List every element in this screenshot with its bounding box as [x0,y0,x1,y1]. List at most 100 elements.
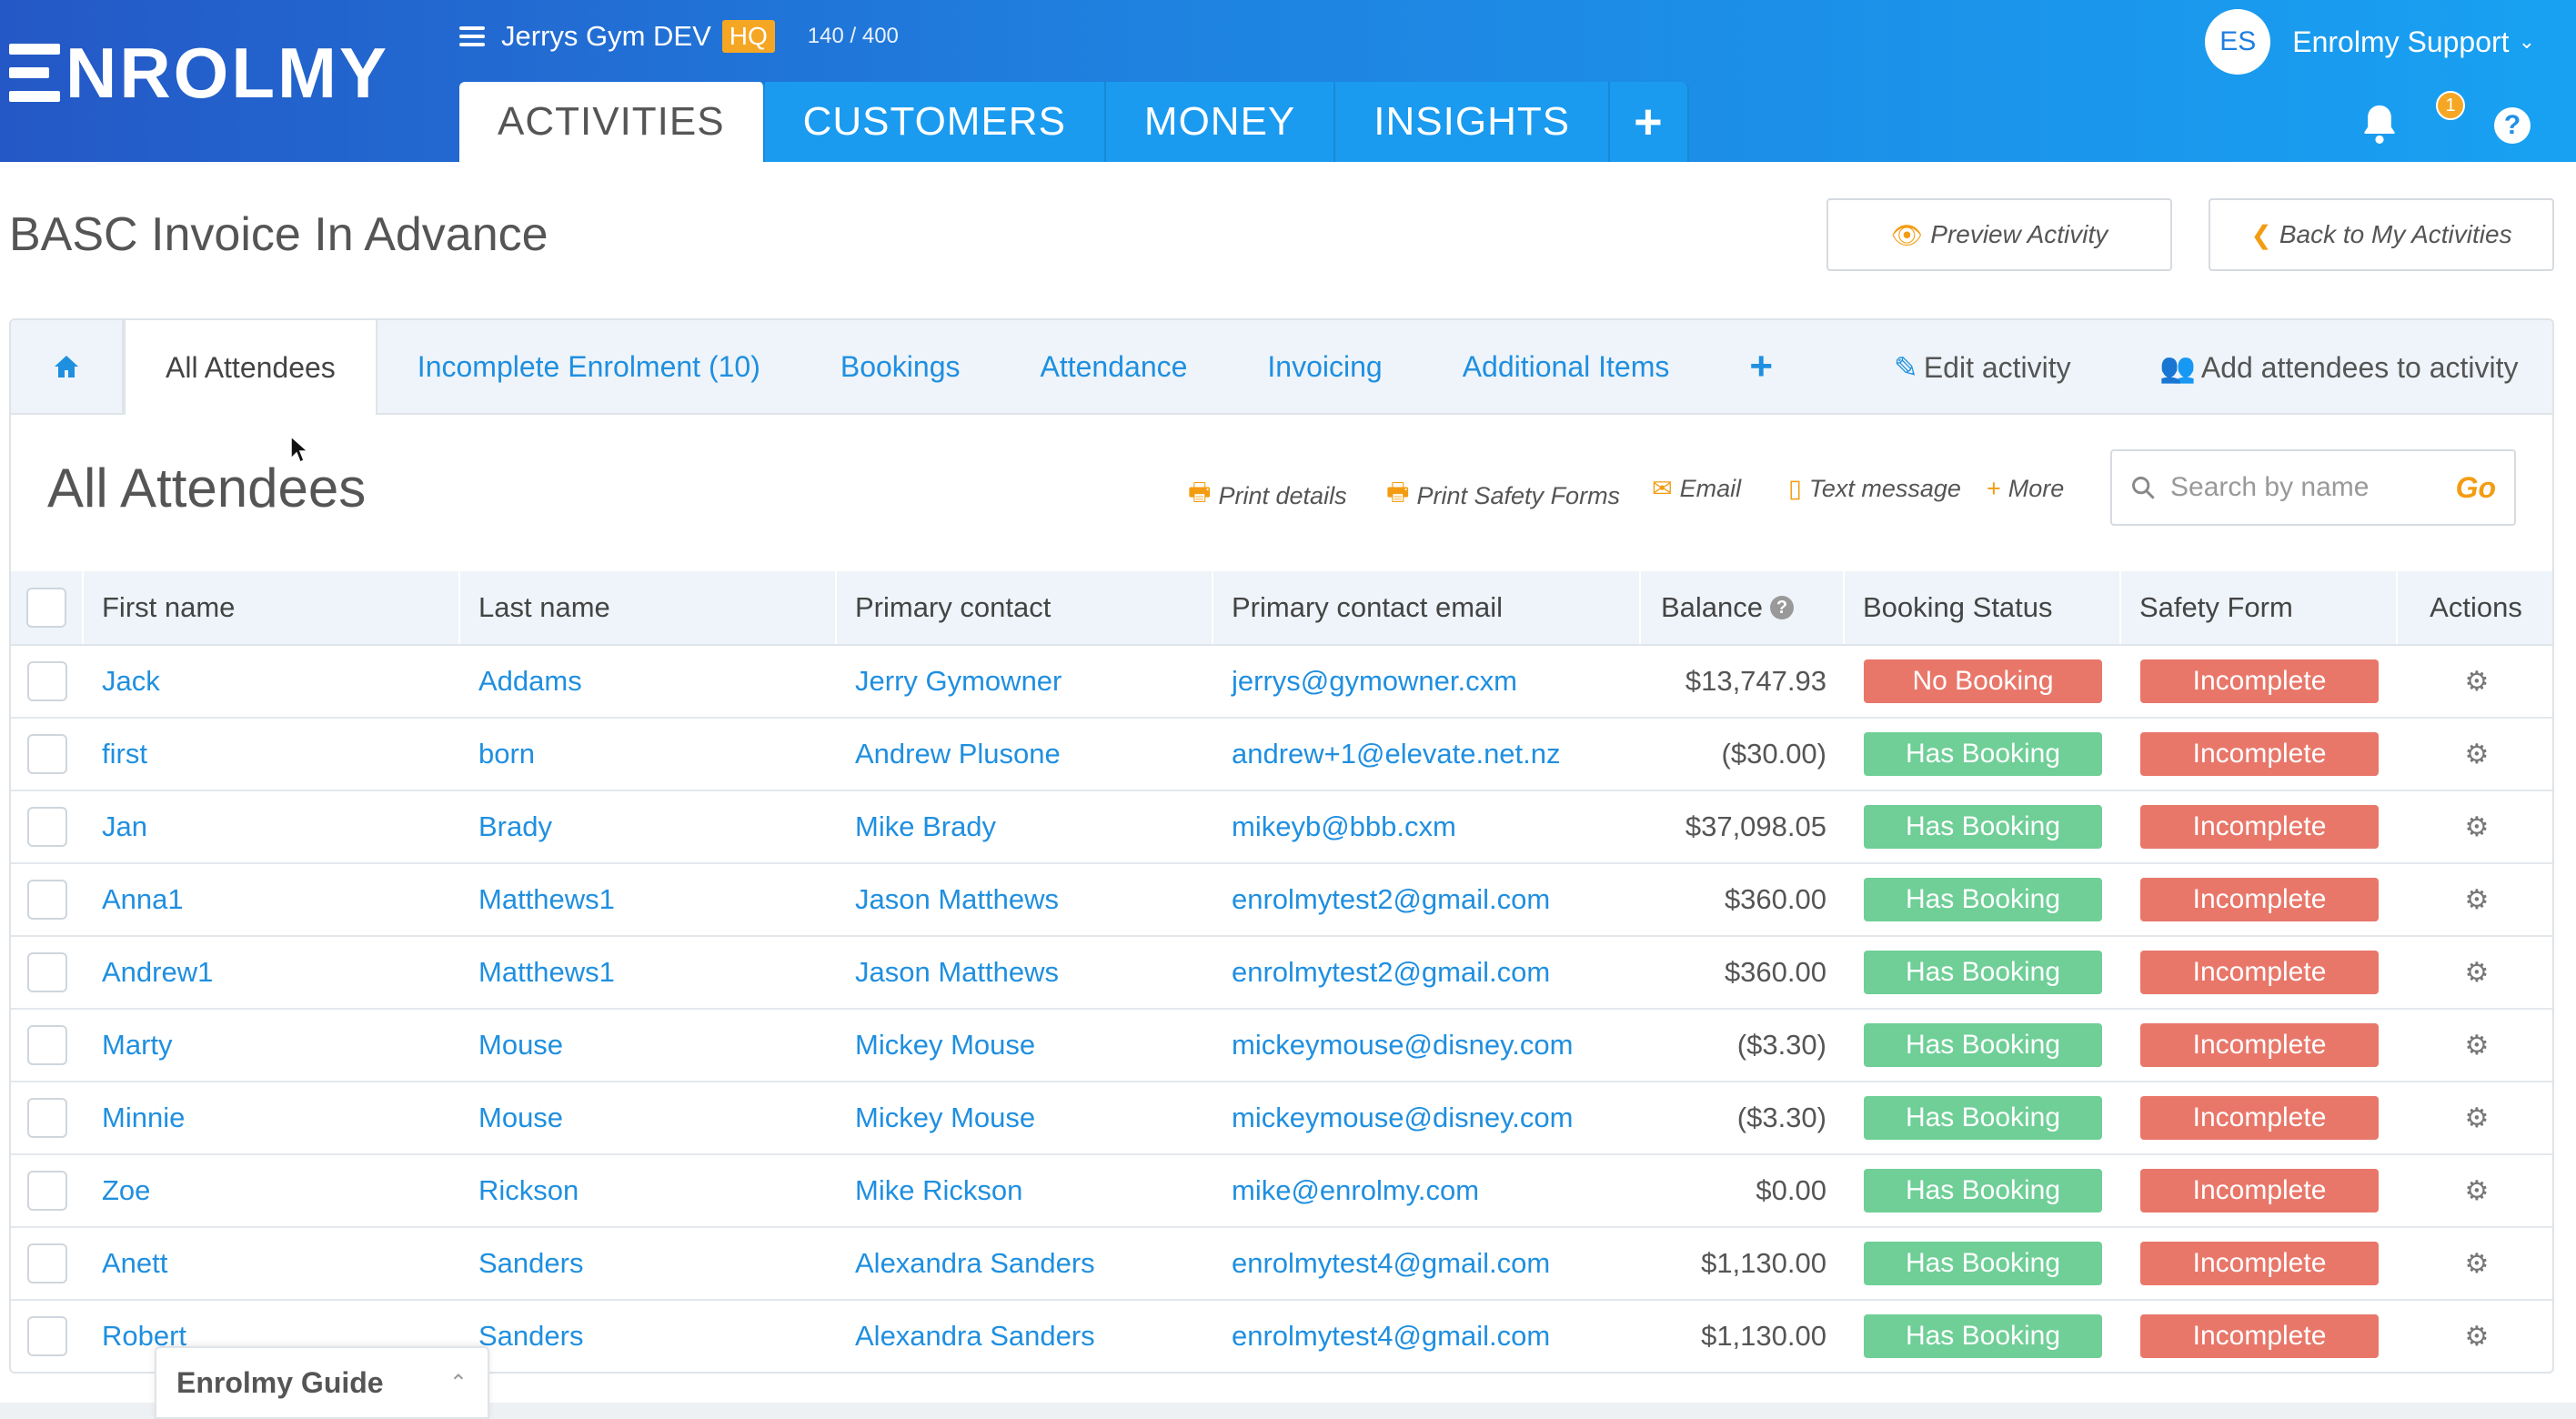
primary-contact-email-link[interactable]: mickeymouse@disney.com [1232,1029,1574,1061]
tab-additional-items[interactable]: Additional Items [1462,349,1670,383]
primary-contact-email-link[interactable]: andrew+1@elevate.net.nz [1232,738,1561,770]
row-checkbox[interactable] [27,952,67,992]
header-balance[interactable]: Balance ? [1641,571,1845,644]
primary-contact-email-link[interactable]: enrolmytest2@gmail.com [1232,956,1551,988]
primary-contact-email-link[interactable]: enrolmytest4@gmail.com [1232,1320,1551,1352]
tab-activities[interactable]: ACTIVITIES [459,82,765,162]
row-checkbox[interactable] [27,1316,67,1356]
table-row[interactable]: Andrew1 Matthews1 Jason Matthews enrolmy… [11,937,2552,1010]
gear-icon[interactable]: ⚙ [2464,1102,2490,1133]
search-input[interactable]: Search by name [2170,472,2370,502]
first-name-link[interactable]: Anna1 [102,883,184,915]
primary-contact-link[interactable]: Jerry Gymowner [855,665,1062,697]
row-checkbox[interactable] [27,880,67,920]
first-name-link[interactable]: Zoe [102,1174,151,1206]
table-row[interactable]: Anett Sanders Alexandra Sanders enrolmyt… [11,1228,2552,1301]
primary-contact-link[interactable]: Jason Matthews [855,883,1059,915]
primary-contact-link[interactable]: Mike Rickson [855,1174,1023,1206]
tab-insights[interactable]: INSIGHTS [1335,82,1611,162]
add-subtab-plus-icon[interactable]: + [1749,344,1774,388]
header-safety-form[interactable]: Safety Form [2121,571,2398,644]
gym-name[interactable]: Jerrys Gym DEV [501,20,711,52]
print-safety-forms-button[interactable]: 🖶 Print Safety Forms [1386,475,1620,517]
print-details-button[interactable]: 🖶 Print details [1188,475,1347,517]
primary-contact-link[interactable]: Jason Matthews [855,956,1059,988]
primary-contact-link[interactable]: Mickey Mouse [855,1102,1036,1133]
primary-contact-link[interactable]: Mickey Mouse [855,1029,1036,1061]
primary-contact-email-link[interactable]: jerrys@gymowner.cxm [1232,665,1517,697]
table-row[interactable]: Minnie Mouse Mickey Mouse mickeymouse@di… [11,1082,2552,1155]
search-go-button[interactable]: Go [2455,470,2496,504]
first-name-link[interactable]: Minnie [102,1102,186,1133]
tab-incomplete-enrolment[interactable]: Incomplete Enrolment (10) [417,349,760,383]
user-name[interactable]: Enrolmy Support [2292,25,2510,58]
avatar[interactable]: ES [2205,9,2271,75]
tab-bookings[interactable]: Bookings [840,349,961,383]
first-name-link[interactable]: Jack [102,665,160,697]
add-tab-plus-icon[interactable]: + [1610,82,1689,162]
enrolmy-guide-panel[interactable]: Enrolmy Guide ⌃ [155,1346,489,1419]
table-row[interactable]: Marty Mouse Mickey Mouse mickeymouse@dis… [11,1010,2552,1082]
primary-contact-email-link[interactable]: mickeymouse@disney.com [1232,1102,1574,1133]
last-name-link[interactable]: Sanders [478,1320,584,1352]
primary-contact-email-link[interactable]: enrolmytest4@gmail.com [1232,1247,1551,1279]
row-checkbox[interactable] [27,1098,67,1138]
bell-icon[interactable] [2360,102,2400,146]
tab-customers[interactable]: CUSTOMERS [764,82,1106,162]
last-name-link[interactable]: Matthews1 [478,956,615,988]
tab-attendance[interactable]: Attendance [1040,349,1188,383]
gear-icon[interactable]: ⚙ [2464,811,2490,842]
preview-activity-button[interactable]: 👁 Preview Activity [1826,198,2172,271]
table-row[interactable]: Jack Addams Jerry Gymowner jerrys@gymown… [11,646,2552,719]
back-to-my-activities-button[interactable]: ❮ Back to My Activities [2209,198,2554,271]
gear-icon[interactable]: ⚙ [2464,1175,2490,1206]
row-checkbox[interactable] [27,807,67,847]
primary-contact-link[interactable]: Alexandra Sanders [855,1320,1095,1352]
last-name-link[interactable]: Addams [478,665,582,697]
first-name-link[interactable]: Anett [102,1247,168,1279]
primary-contact-email-link[interactable]: mike@enrolmy.com [1232,1174,1480,1206]
edit-activity-button[interactable]: ✎ Edit activity [1894,320,2071,415]
table-row[interactable]: Anna1 Matthews1 Jason Matthews enrolmyte… [11,864,2552,937]
gear-icon[interactable]: ⚙ [2464,957,2490,988]
last-name-link[interactable]: Brady [478,810,552,842]
enrolmy-logo[interactable]: NROLMY [9,36,389,109]
primary-contact-email-link[interactable]: mikeyb@bbb.cxm [1232,810,1456,842]
question-icon[interactable]: ? [1770,596,1795,619]
gear-icon[interactable]: ⚙ [2464,1248,2490,1279]
chevron-up-icon[interactable]: ⌃ [448,1370,468,1395]
tab-invoicing[interactable]: Invoicing [1267,349,1383,383]
gym-switcher[interactable]: Jerrys Gym DEV HQ 140 / 400 [459,20,899,53]
last-name-link[interactable]: Matthews1 [478,883,615,915]
last-name-link[interactable]: Rickson [478,1174,579,1206]
row-checkbox[interactable] [27,661,67,701]
gear-icon[interactable]: ⚙ [2464,884,2490,915]
tab-money[interactable]: MONEY [1105,82,1336,162]
row-checkbox[interactable] [27,734,67,774]
chevron-down-icon[interactable]: ⌄ [2518,30,2535,53]
gear-icon[interactable]: ⚙ [2464,739,2490,770]
first-name-link[interactable]: Andrew1 [102,956,214,988]
table-row[interactable]: first born Andrew Plusone andrew+1@eleva… [11,719,2552,791]
header-primary-contact[interactable]: Primary contact [837,571,1213,644]
primary-contact-email-link[interactable]: enrolmytest2@gmail.com [1232,883,1551,915]
first-name-link[interactable]: first [102,738,147,770]
header-first-name[interactable]: First name [84,571,460,644]
email-button[interactable]: ✉ Email [1652,475,1741,503]
table-row[interactable]: Robert Sanders Alexandra Sanders enrolmy… [11,1301,2552,1372]
primary-contact-link[interactable]: Mike Brady [855,810,997,842]
last-name-link[interactable]: born [478,738,536,770]
header-primary-contact-email[interactable]: Primary contact email [1213,571,1641,644]
first-name-link[interactable]: Jan [102,810,147,842]
select-all-checkbox[interactable] [26,588,66,628]
tab-all-attendees[interactable]: All Attendees [124,320,377,415]
user-menu[interactable]: ES Enrolmy Support ⌄ [2205,9,2535,75]
table-row[interactable]: Zoe Rickson Mike Rickson mike@enrolmy.co… [11,1155,2552,1228]
row-checkbox[interactable] [27,1025,67,1065]
first-name-link[interactable]: Marty [102,1029,173,1061]
home-icon[interactable] [11,320,124,413]
table-row[interactable]: Jan Brady Mike Brady mikeyb@bbb.cxm $37,… [11,791,2552,864]
last-name-link[interactable]: Mouse [478,1029,564,1061]
search-box[interactable]: Search by name Go [2110,449,2516,526]
primary-contact-link[interactable]: Andrew Plusone [855,738,1061,770]
